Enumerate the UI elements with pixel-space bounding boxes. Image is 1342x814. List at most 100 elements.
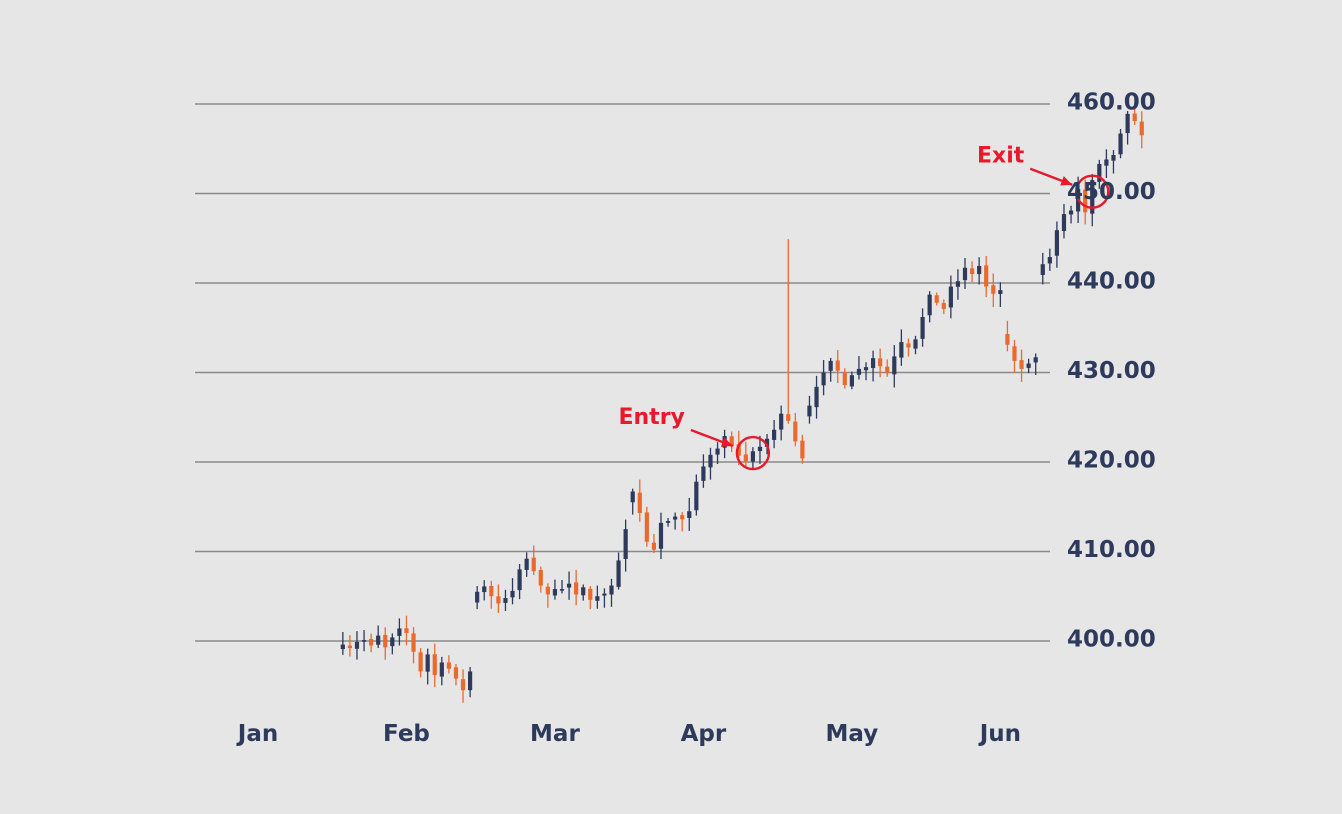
candle <box>828 357 833 382</box>
candle <box>439 656 444 686</box>
candle-body <box>807 405 812 417</box>
candle-body <box>870 358 876 369</box>
candle <box>1040 252 1045 285</box>
candle-body <box>503 598 508 603</box>
candle <box>503 589 508 612</box>
candle-body <box>418 652 423 672</box>
candle-body <box>1047 257 1052 264</box>
candle-body <box>581 587 586 596</box>
candle-body <box>1012 346 1017 361</box>
candle-body <box>701 466 706 481</box>
candle <box>369 633 374 653</box>
candle-body <box>432 654 437 676</box>
y-tick-label: 410.00 <box>1067 537 1156 563</box>
candle <box>772 419 777 449</box>
annotation-circle <box>735 435 771 471</box>
candle <box>496 584 501 613</box>
candle-body <box>821 372 826 386</box>
candle-body <box>842 372 847 386</box>
candle <box>998 282 1003 307</box>
candle <box>411 627 416 664</box>
candle <box>404 615 409 646</box>
candle <box>962 257 968 289</box>
candle-body <box>404 628 409 633</box>
candle-body <box>347 645 353 649</box>
candle-body <box>630 491 635 503</box>
candle-body <box>885 366 890 374</box>
candle-body <box>545 586 550 595</box>
candle <box>715 442 720 464</box>
candle <box>955 269 961 300</box>
y-tick-label: 440.00 <box>1067 269 1156 295</box>
candle <box>432 643 437 688</box>
candle <box>694 474 699 516</box>
candle <box>1047 248 1052 271</box>
candle-body <box>482 586 487 593</box>
candle-body <box>637 492 642 514</box>
candle <box>475 586 480 610</box>
candle-body <box>786 414 791 421</box>
candle-body <box>991 285 996 294</box>
candle <box>856 356 862 380</box>
candle-body <box>531 557 536 572</box>
candle <box>1090 174 1095 227</box>
candle-body <box>574 582 579 595</box>
candle <box>566 571 572 600</box>
candle-body <box>977 265 982 275</box>
candle <box>489 580 494 609</box>
candle-body <box>941 302 946 309</box>
candle <box>468 666 473 698</box>
candle <box>750 447 755 470</box>
candle-body <box>1033 357 1038 363</box>
candle-body <box>779 413 784 430</box>
candle-body <box>602 593 607 596</box>
candle <box>969 261 975 283</box>
candle-body <box>1139 121 1144 136</box>
candle <box>729 431 734 452</box>
candle <box>588 586 593 610</box>
candle <box>1083 179 1088 225</box>
candle-body <box>644 512 649 542</box>
candle <box>581 584 586 601</box>
candle <box>524 552 529 577</box>
candle <box>446 655 451 674</box>
x-tick-label: May <box>826 721 879 747</box>
candle-body <box>962 267 968 281</box>
candle <box>849 371 854 390</box>
candle <box>531 545 536 576</box>
candle-body <box>920 317 925 339</box>
candle <box>658 512 664 560</box>
candle <box>574 569 579 606</box>
candle <box>1132 102 1137 126</box>
candle <box>644 506 649 547</box>
candle <box>899 329 904 366</box>
y-tick-label: 400.00 <box>1067 627 1156 653</box>
candle <box>821 360 826 396</box>
candle-body <box>453 667 459 679</box>
candle-body <box>552 589 558 596</box>
candle <box>1061 204 1067 239</box>
y-axis-ticks: 400.00 410.00 420.00 430.00 440.00 450.00 460.… <box>1067 90 1156 653</box>
candle <box>425 648 430 685</box>
candle <box>418 648 423 678</box>
candle-body <box>446 662 451 669</box>
candle <box>1033 353 1038 375</box>
candle <box>708 447 713 480</box>
candle-body <box>680 515 685 520</box>
candle <box>376 625 381 648</box>
candle <box>397 618 402 646</box>
candle <box>800 434 805 464</box>
candle <box>390 633 395 655</box>
candle-body <box>1097 163 1102 182</box>
candle <box>340 632 345 655</box>
candle <box>383 627 388 660</box>
candle <box>757 435 763 464</box>
candle-body <box>616 560 621 587</box>
candle-body <box>460 679 466 691</box>
candle-body <box>475 591 480 603</box>
candle <box>807 395 812 424</box>
candle-body <box>899 342 904 358</box>
candle-body <box>878 358 883 367</box>
candle-body <box>998 290 1003 294</box>
candle-body <box>1104 159 1109 166</box>
